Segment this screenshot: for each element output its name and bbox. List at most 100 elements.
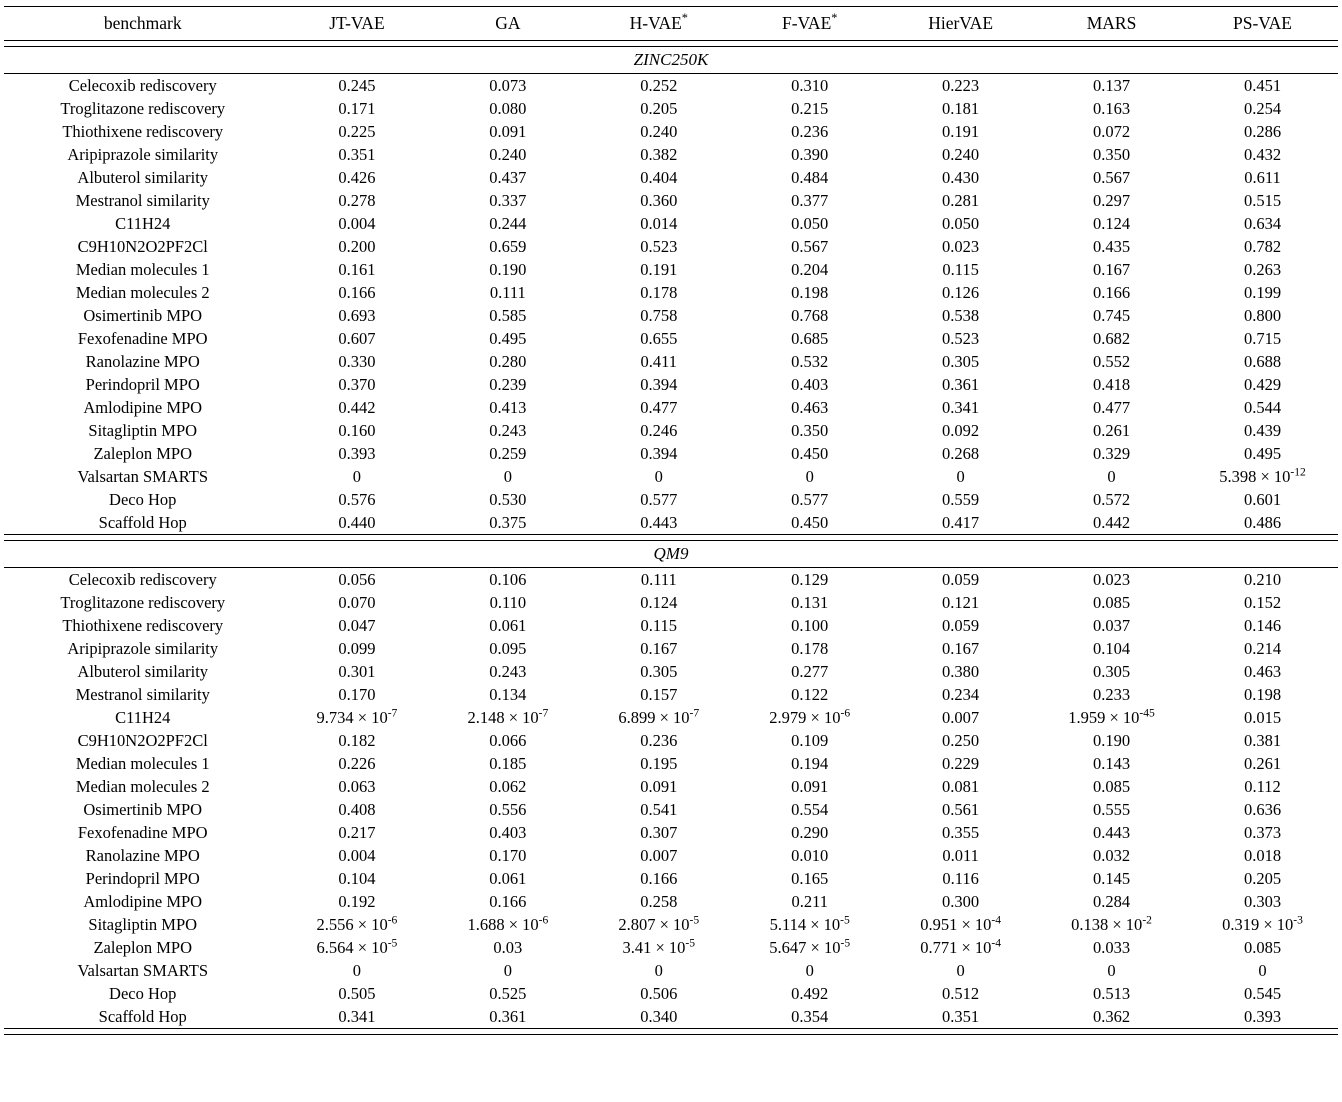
value-cell: 5.398 × 10-12: [1219, 466, 1306, 486]
value-cell: 0.310: [791, 75, 829, 95]
value-cell: 0.111: [489, 282, 526, 302]
value-cell: 0.110: [489, 592, 527, 612]
value-cell: 0.056: [338, 569, 376, 589]
value-cell: 0.484: [791, 167, 829, 187]
benchmark-name-cell: Deco Hop: [109, 489, 177, 509]
benchmark-name-cell: Celecoxib rediscovery: [68, 75, 217, 95]
value-cell: 0.800: [1243, 305, 1282, 325]
value-cell: 0.417: [942, 512, 980, 532]
value-cell: 0.337: [489, 190, 527, 210]
value-cell: 0.525: [489, 983, 527, 1003]
value-cell: 0.092: [942, 420, 980, 440]
value-cell: 0.567: [791, 236, 829, 256]
value-cell: 0.280: [489, 351, 527, 371]
value-cell: 0.191: [640, 259, 678, 279]
exponent: -12: [1290, 466, 1306, 478]
benchmark-name-cell: Albuterol similarity: [77, 661, 209, 681]
value-cell: 0.477: [1092, 397, 1131, 417]
value-cell: 0.430: [942, 167, 980, 187]
value-cell: 0.513: [1092, 983, 1131, 1003]
table-row: Zaleplon MPO 6.564 × 10-5 0.03 3.41 × 10-5 5…: [4, 936, 1338, 959]
exponent: -7: [387, 707, 398, 719]
column-header-jt-vae: JT-VAE: [281, 6, 433, 41]
benchmark-name-cell: Median molecules 1: [75, 259, 210, 279]
value-cell: 0.552: [1092, 351, 1131, 371]
value-cell: 0.278: [338, 190, 376, 210]
value-cell: 0.205: [640, 98, 678, 118]
value-cell: 0.210: [1243, 569, 1282, 589]
value-cell: 0.109: [791, 730, 829, 750]
table-row: Perindopril MPO 0.104 0.061 0.166 0.165 0.116…: [4, 867, 1338, 890]
table-row: Celecoxib rediscovery 0.245 0.073 0.252 0.31…: [4, 74, 1338, 97]
benchmark-name-cell: Fexofenadine MPO: [77, 822, 208, 842]
benchmark-name-cell: Perindopril MPO: [85, 374, 200, 394]
value-cell: 0.439: [1243, 420, 1282, 440]
exponent: -4: [991, 937, 1002, 949]
value-cell: 0.585: [489, 305, 527, 325]
exponent: -6: [840, 707, 851, 719]
table-row: Valsartan SMARTS 0 0 0 0 0 0 0: [4, 959, 1338, 982]
value-cell: 0.134: [489, 684, 527, 704]
table-body: ZINC250K Celecoxib rediscovery 0.245 0.073 0…: [4, 40, 1338, 1035]
exponent: -5: [689, 914, 700, 926]
value-cell: 0.007: [640, 845, 678, 865]
value-cell: 0.636: [1243, 799, 1282, 819]
value-cell: 0.115: [640, 615, 678, 635]
benchmark-name-cell: C11H24: [115, 213, 171, 233]
value-cell: 0.495: [489, 328, 527, 348]
value-cell: 0.554: [791, 799, 829, 819]
value-cell: 0.329: [1092, 443, 1131, 463]
value-cell: 0.782: [1243, 236, 1282, 256]
benchmark-name-cell: Amlodipine MPO: [83, 891, 203, 911]
value-cell: 0.085: [1243, 937, 1282, 957]
value-cell: 0.350: [1092, 144, 1131, 164]
value-cell: 0.303: [1243, 891, 1282, 911]
table-row: Albuterol similarity 0.301 0.243 0.305 0.277…: [4, 660, 1338, 683]
value-cell: 0.252: [640, 75, 678, 95]
value-cell: 0.300: [942, 891, 980, 911]
value-cell: 0.014: [640, 213, 678, 233]
value-cell: 0.567: [1092, 167, 1131, 187]
table-row: Deco Hop 0.505 0.525 0.506 0.492 0.512 0.513 0.…: [4, 982, 1338, 1005]
value-cell: 0.545: [1243, 983, 1282, 1003]
value-cell: 0.572: [1092, 489, 1131, 509]
column-header-h-vae: H-VAE*: [583, 6, 735, 41]
value-cell: 0.634: [1243, 213, 1282, 233]
benchmark-name-cell: Thiothixene rediscovery: [62, 615, 224, 635]
value-cell: 0.244: [489, 213, 527, 233]
value-cell: 0: [805, 960, 814, 980]
value-cell: 0.100: [791, 615, 829, 635]
value-cell: 0.381: [1243, 730, 1282, 750]
value-cell: 0: [654, 466, 663, 486]
value-cell: 0.495: [1243, 443, 1282, 463]
value-cell: 0.408: [338, 799, 376, 819]
value-cell: 2.148 × 10-7: [467, 707, 549, 727]
value-cell: 0.351: [338, 144, 376, 164]
value-cell: 0.486: [1243, 512, 1282, 532]
value-cell: 0.085: [1092, 592, 1131, 612]
table-row: C11H24 9.734 × 10-7 2.148 × 10-7 6.899 × 10…: [4, 706, 1338, 729]
exponent: -3: [1293, 914, 1303, 926]
value-cell: 0.072: [1092, 121, 1131, 141]
value-cell: 0.561: [942, 799, 980, 819]
value-cell: 0.129: [791, 569, 829, 589]
value-cell: 0.715: [1243, 328, 1282, 348]
value-cell: 0.178: [640, 282, 678, 302]
value-cell: 0.380: [942, 661, 980, 681]
table-row: Osimertinib MPO 0.693 0.585 0.758 0.768 0.538…: [4, 304, 1338, 327]
benchmark-name-cell: Zaleplon MPO: [93, 937, 192, 957]
value-cell: 0.226: [338, 753, 376, 773]
value-cell: 0.178: [791, 638, 829, 658]
value-cell: 5.647 × 10-5: [769, 937, 851, 957]
value-cell: 0.451: [1243, 75, 1282, 95]
value-cell: 0.112: [1244, 776, 1281, 796]
value-cell: 0.018: [1243, 845, 1282, 865]
value-cell: 0.523: [640, 236, 678, 256]
value-cell: 0.190: [1092, 730, 1131, 750]
value-cell: 0.541: [640, 799, 678, 819]
value-cell: 0.463: [791, 397, 829, 417]
value-cell: 0.450: [791, 512, 829, 532]
value-cell: 0.361: [489, 1006, 527, 1026]
value-cell: 0.576: [338, 489, 376, 509]
benchmark-results-page: benchmark JT-VAE GA H-VAE* F-VAE* HierVAE MARS…: [4, 6, 1338, 1035]
